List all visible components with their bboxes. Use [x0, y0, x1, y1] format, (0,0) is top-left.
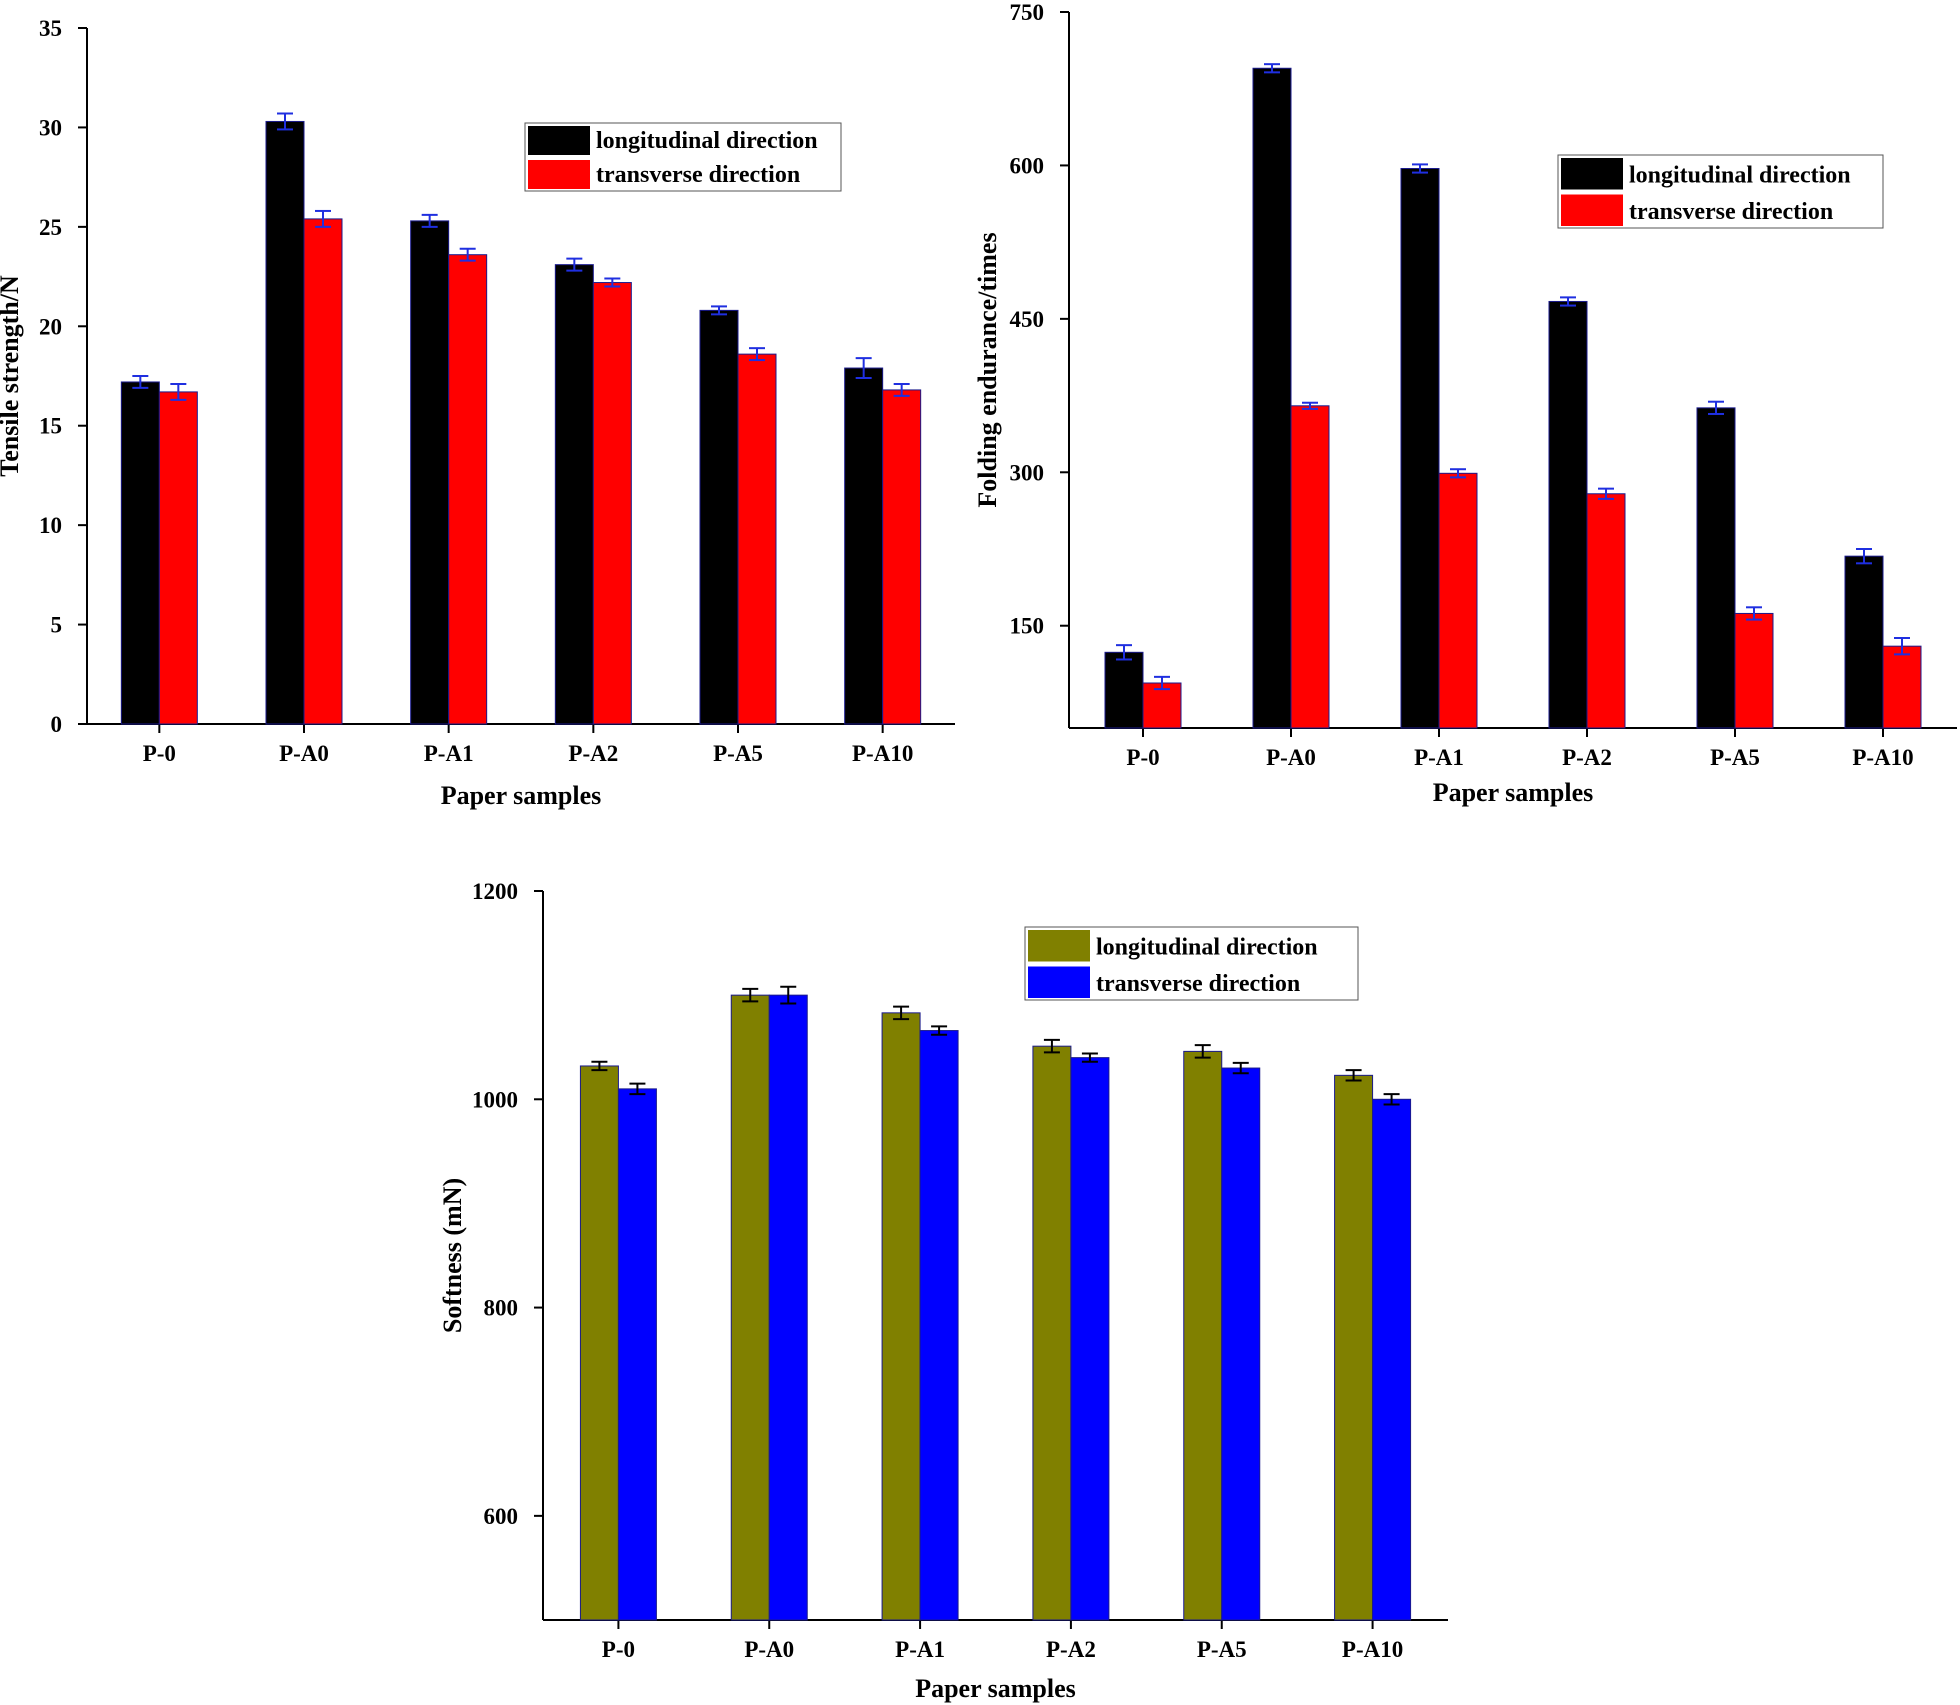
y-axis-title: Softness (mN)	[438, 1178, 467, 1333]
bar-transverse	[303, 218, 343, 725]
bar-transverse	[592, 282, 632, 725]
bar-longitudinal	[579, 1065, 619, 1621]
x-tick-label: P-A5	[1197, 1637, 1247, 1662]
bar-transverse	[768, 994, 808, 1621]
bar-transverse	[158, 391, 198, 725]
bar-longitudinal	[699, 309, 739, 725]
bar-transverse	[1372, 1098, 1412, 1621]
y-axis-title: Tensile strength/N	[0, 275, 24, 477]
bar-longitudinal	[1104, 651, 1144, 729]
bar-transverse	[919, 1030, 959, 1621]
legend-swatch	[528, 160, 590, 189]
x-tick-label: P-A1	[895, 1637, 945, 1662]
y-tick-label: 800	[484, 1296, 519, 1321]
y-tick-label: 450	[1010, 307, 1045, 332]
y-tick-label: 10	[39, 513, 62, 538]
bar-transverse	[1586, 493, 1626, 729]
y-tick-label: 300	[1010, 460, 1045, 485]
x-tick-label: P-A0	[1266, 745, 1316, 770]
x-tick-label: P-A1	[1414, 745, 1464, 770]
bar-longitudinal	[1400, 167, 1440, 729]
y-axis-title: Folding endurance/times	[973, 232, 1002, 507]
bar-transverse	[1882, 645, 1922, 729]
bar-longitudinal	[730, 994, 770, 1621]
x-tick-label: P-A10	[1342, 1637, 1403, 1662]
legend-swatch	[1028, 966, 1090, 998]
y-tick-label: 150	[1010, 614, 1045, 639]
bar-longitudinal	[1696, 407, 1736, 729]
bar-transverse	[882, 389, 922, 725]
bar-longitudinal	[1183, 1050, 1223, 1621]
legend-label: longitudinal direction	[1096, 935, 1318, 961]
bar-longitudinal	[1032, 1045, 1072, 1621]
x-axis-title: Paper samples	[441, 781, 602, 810]
legend-swatch	[1561, 158, 1623, 190]
x-tick-label: P-A10	[852, 741, 913, 766]
y-tick-label: 1200	[472, 879, 518, 904]
y-tick-label: 35	[39, 16, 62, 41]
bar-transverse	[1221, 1067, 1261, 1621]
tensile-strength-chart: 0 5 10 15 20 25 30 35 P-0 P-A0 P-A1 P-A2 P-A5 P-A10 Pa…	[0, 16, 955, 810]
x-tick-label: P-A2	[568, 741, 618, 766]
bar-longitudinal	[265, 120, 305, 725]
legend: longitudinal direction transverse directi…	[1557, 154, 1884, 229]
bar-transverse	[1734, 612, 1774, 729]
bar-longitudinal	[1844, 555, 1884, 729]
y-tick-label: 15	[39, 414, 62, 439]
bar-transverse	[737, 353, 777, 725]
bar-transverse	[448, 254, 488, 725]
x-tick-label: P-0	[143, 741, 176, 766]
x-axis-title: Paper samples	[915, 1674, 1076, 1703]
legend-label: transverse direction	[1629, 199, 1833, 225]
bar-longitudinal	[410, 220, 450, 725]
x-tick-label: P-A5	[713, 741, 763, 766]
bar-longitudinal	[881, 1012, 921, 1621]
y-tick-label: 5	[51, 613, 63, 638]
x-tick-label: P-A2	[1046, 1637, 1096, 1662]
y-tick-label: 25	[39, 215, 62, 240]
y-tick-label: 30	[39, 115, 62, 140]
bar-longitudinal	[554, 264, 594, 725]
x-axis-title: Paper samples	[1433, 778, 1594, 807]
y-tick-label: 20	[39, 314, 62, 339]
bar-longitudinal	[1548, 300, 1588, 729]
bar-transverse	[1290, 405, 1330, 729]
legend: longitudinal direction transverse directi…	[524, 122, 842, 192]
x-tick-label: P-A10	[1852, 745, 1913, 770]
x-tick-label: P-A1	[424, 741, 474, 766]
legend-label: transverse direction	[596, 162, 800, 188]
x-tick-label: P-0	[602, 1637, 635, 1662]
bar-longitudinal	[844, 367, 884, 725]
legend-label: longitudinal direction	[596, 128, 818, 154]
legend: longitudinal direction transverse directi…	[1024, 926, 1359, 1001]
bar-transverse	[1438, 472, 1478, 729]
y-tick-label: 0	[51, 712, 63, 737]
y-tick-label: 600	[484, 1504, 519, 1529]
folding-endurance-chart: 150 300 450 600 750 P-0 P-A0 P-A1 P-A2 P-A5 P-A10 P…	[973, 0, 1957, 807]
x-tick-label: P-A0	[744, 1637, 794, 1662]
x-tick-label: P-A2	[1562, 745, 1612, 770]
x-tick-label: P-A5	[1710, 745, 1760, 770]
x-tick-label: P-0	[1126, 745, 1159, 770]
y-tick-label: 1000	[472, 1087, 518, 1112]
legend-label: longitudinal direction	[1629, 163, 1851, 189]
bar-longitudinal	[1334, 1074, 1374, 1621]
x-tick-label: P-A0	[279, 741, 329, 766]
softness-chart: 600 800 1000 1200 P-0 P-A0 P-A1 P-A2 P-A5 P-A10 Pa…	[438, 879, 1448, 1703]
bar-transverse	[617, 1088, 657, 1621]
y-tick-label: 750	[1010, 0, 1045, 25]
bar-longitudinal	[120, 381, 160, 725]
y-tick-label: 600	[1010, 153, 1045, 178]
bar-longitudinal	[1252, 67, 1292, 729]
legend-label: transverse direction	[1096, 971, 1300, 997]
bar-transverse	[1070, 1057, 1110, 1621]
legend-swatch	[528, 126, 590, 155]
legend-swatch	[1028, 930, 1090, 962]
legend-swatch	[1561, 194, 1623, 226]
